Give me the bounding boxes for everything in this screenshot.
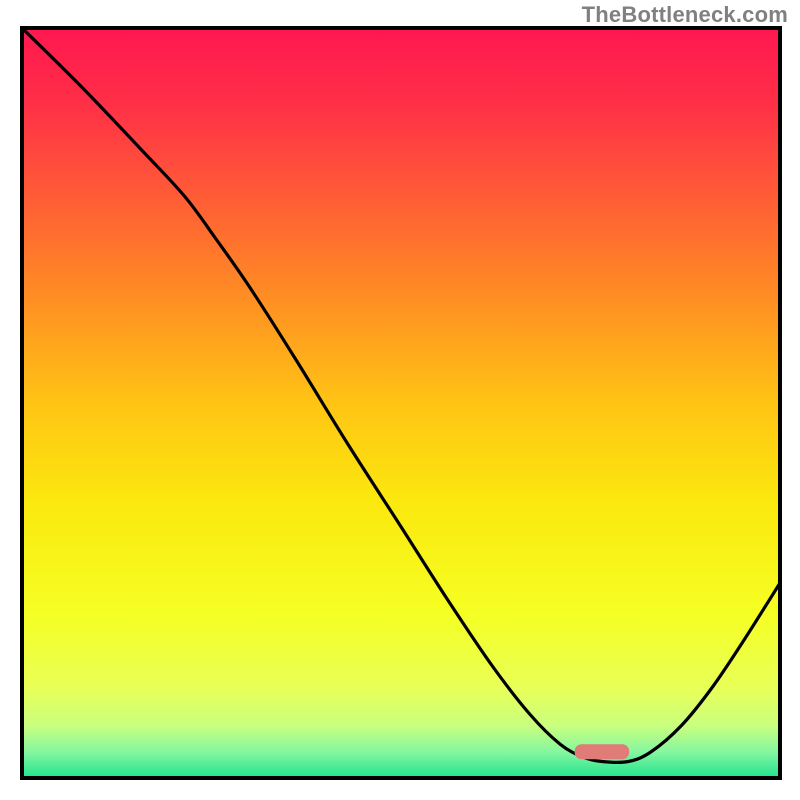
watermark-text: TheBottleneck.com <box>582 2 788 28</box>
plot-area <box>22 28 780 778</box>
gradient-background <box>22 28 780 778</box>
chart-container: TheBottleneck.com <box>0 0 800 800</box>
bottleneck-chart <box>0 0 800 800</box>
optimal-marker <box>575 744 630 759</box>
